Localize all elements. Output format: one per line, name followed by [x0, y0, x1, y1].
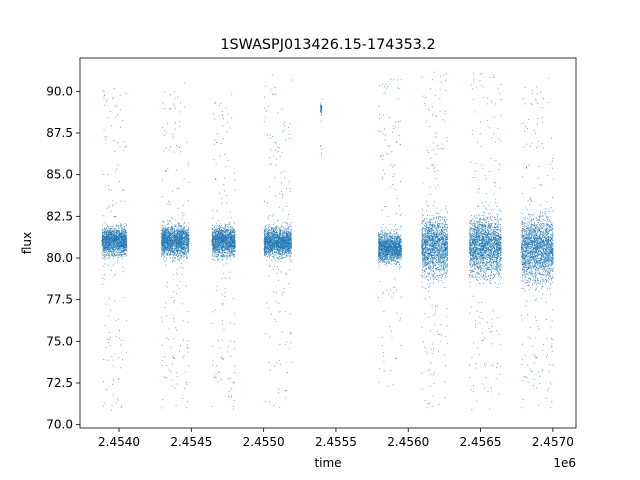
observing-season-3: [211, 94, 236, 410]
observing-season-6: [377, 78, 402, 387]
y-tick-label: 85.0: [46, 168, 73, 182]
x-tick-label: 2.4555: [315, 435, 357, 449]
y-tick-label: 70.0: [46, 418, 73, 432]
observing-season-5: [320, 98, 323, 156]
x-tick-label: 2.4565: [460, 435, 502, 449]
observing-season-7: [421, 71, 449, 409]
y-tick-label: 87.5: [46, 126, 73, 140]
y-tick-label: 75.0: [46, 334, 73, 348]
y-tick-label: 90.0: [46, 84, 73, 98]
x-tick-label: 2.4550: [243, 435, 285, 449]
observing-season-4: [263, 74, 292, 408]
x-axis-label: time: [314, 456, 341, 470]
x-offset-label: 1e6: [553, 456, 576, 470]
y-tick-label: 82.5: [46, 209, 73, 223]
chart-title: 1SWASPJ013426.15-174353.2: [220, 37, 435, 53]
x-tick-label: 2.4540: [98, 435, 140, 449]
x-axis: 2.4540 2.4545 2.4550 2.4555 2.4560 2.4565 2.45…: [98, 428, 574, 449]
observing-season-2: [160, 82, 190, 409]
observing-season-8: [468, 73, 502, 411]
x-tick-label: 2.4545: [170, 435, 212, 449]
observing-season-1: [101, 87, 128, 411]
observing-season-9: [521, 77, 554, 409]
y-tick-label: 72.5: [46, 376, 73, 390]
y-axis: 70.0 72.5 75.0 77.5 80.0 82.5 85.0 87.5 90.0: [46, 84, 80, 432]
y-tick-label: 77.5: [46, 293, 73, 307]
x-tick-label: 2.4570: [532, 435, 574, 449]
y-axis-label: flux: [20, 232, 34, 254]
y-tick-label: 80.0: [46, 251, 73, 265]
plot-frame: [79, 57, 577, 429]
x-tick-label: 2.4560: [387, 435, 429, 449]
scatter-points: [101, 71, 554, 411]
